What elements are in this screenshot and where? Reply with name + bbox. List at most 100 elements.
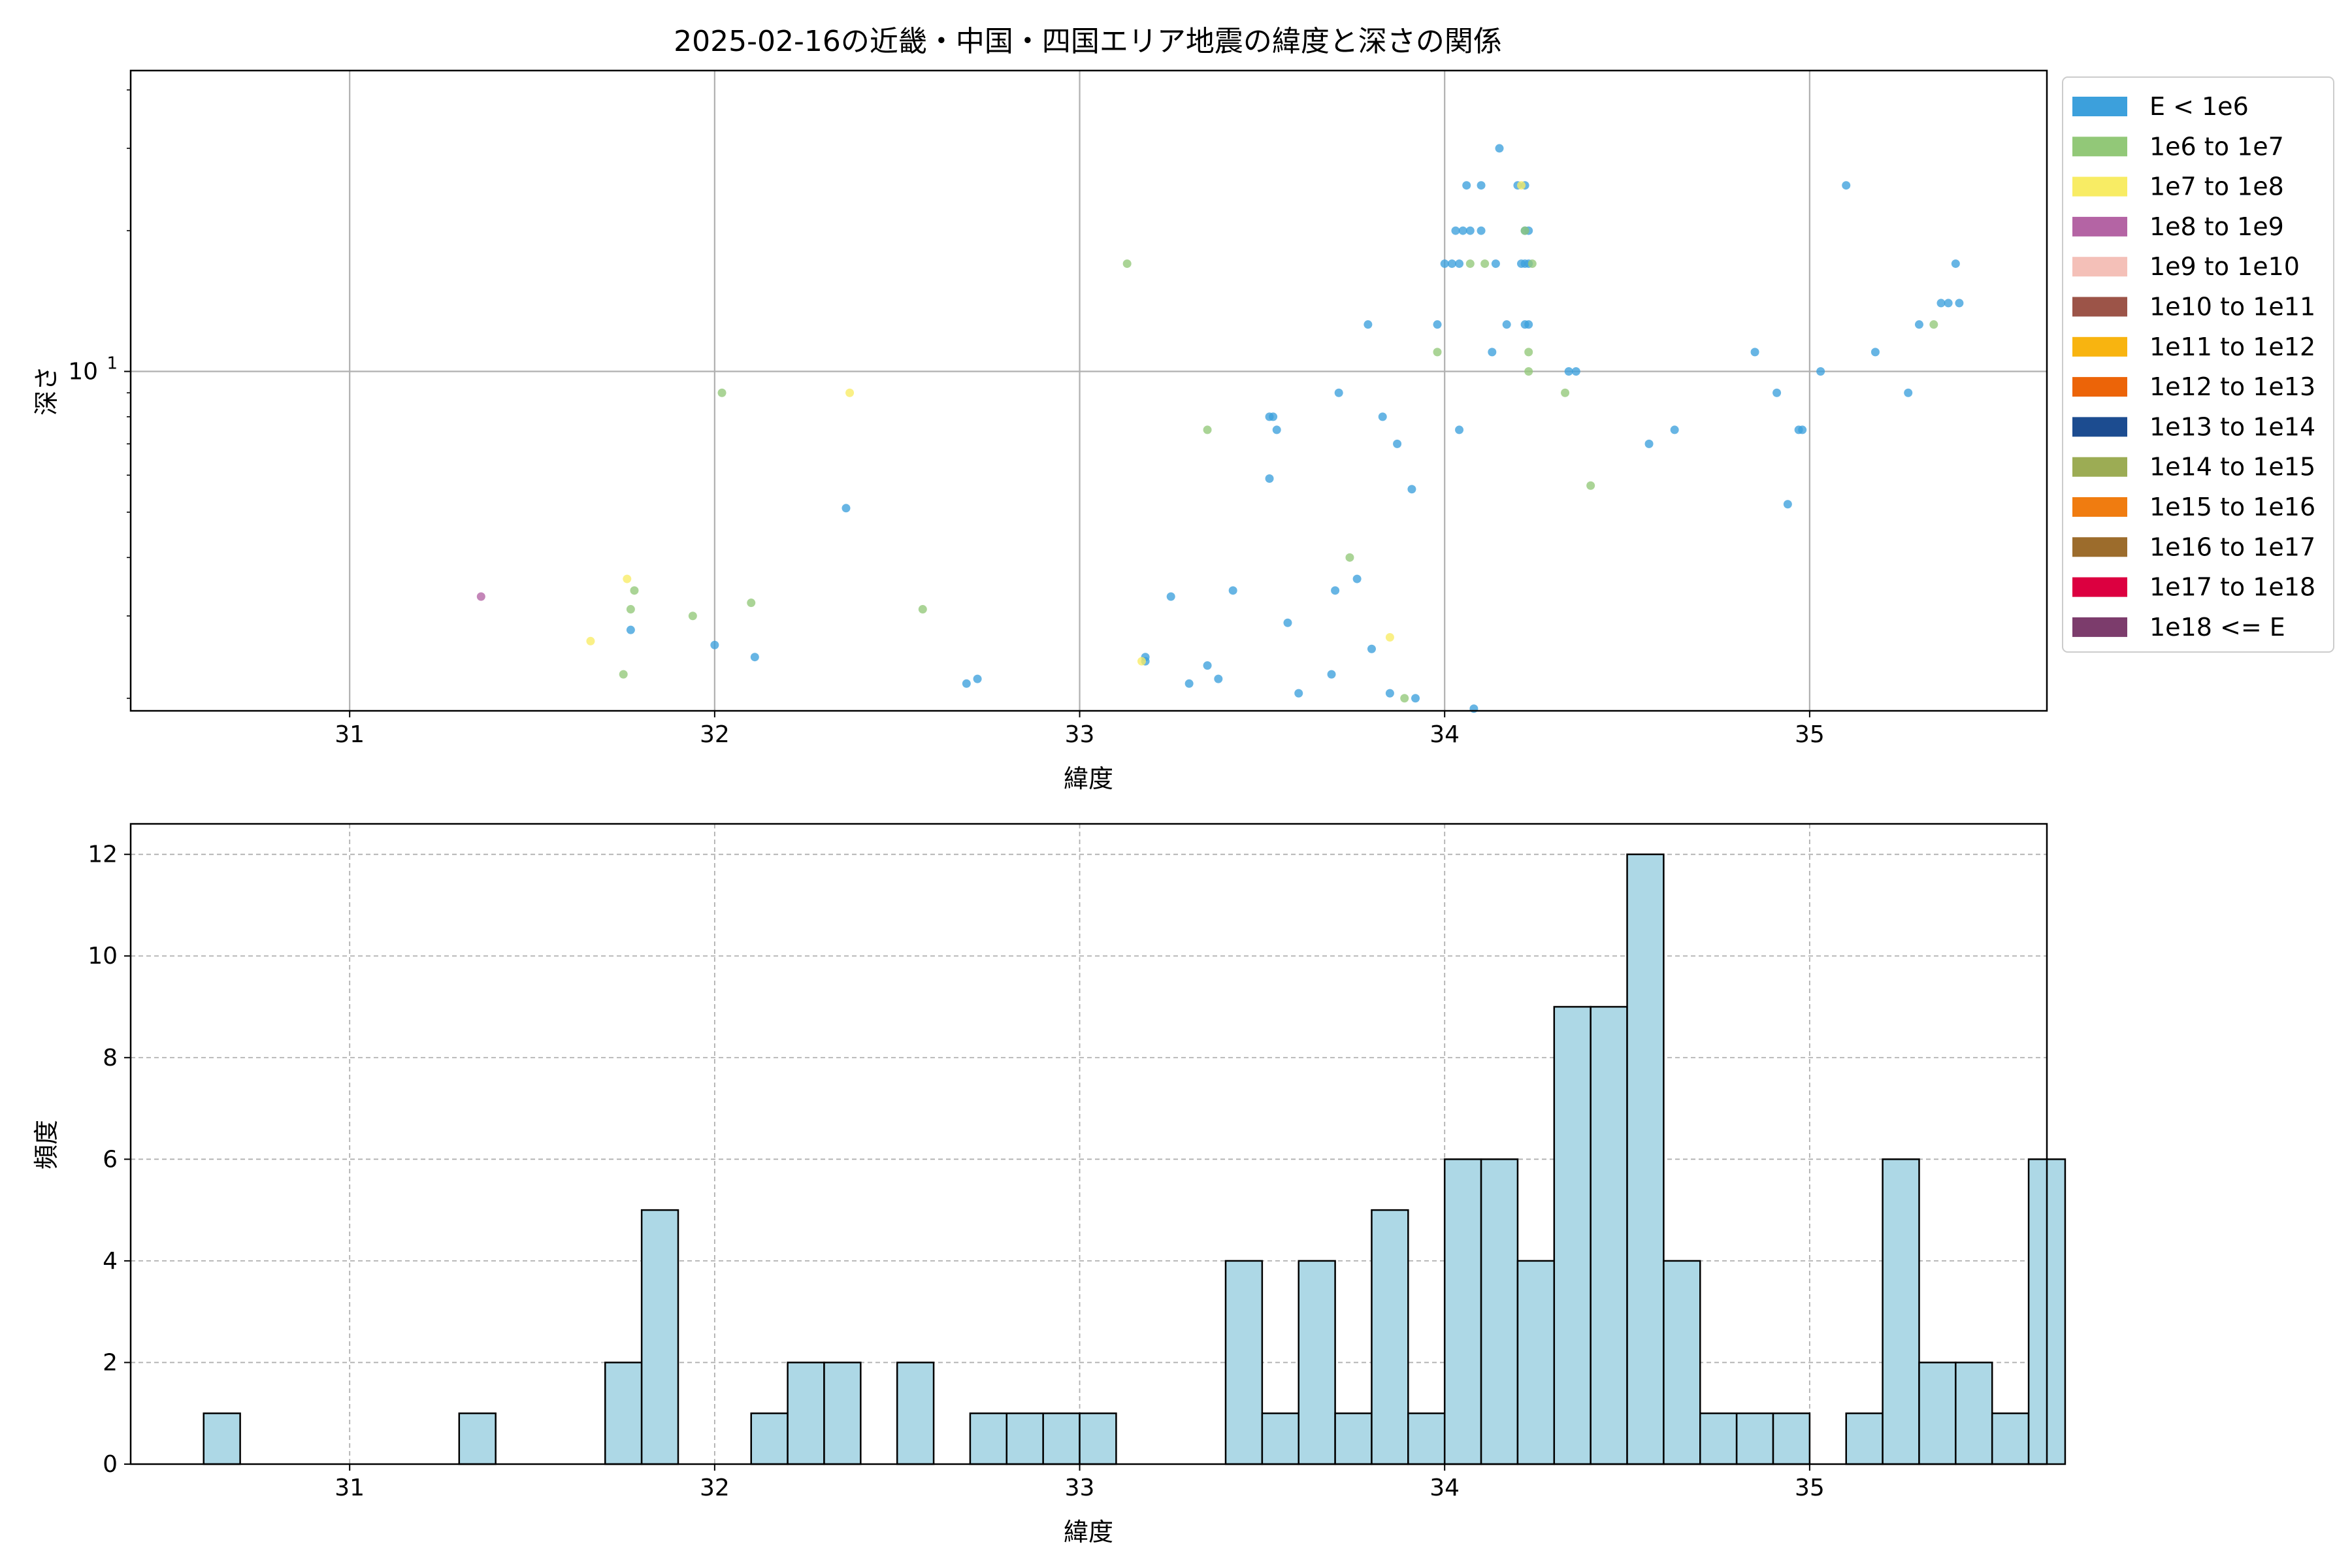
legend-swatch [2072, 457, 2127, 477]
scatter-point [626, 605, 635, 614]
legend-label: 1e11 to 1e12 [2149, 333, 2315, 361]
histogram-bar [1298, 1260, 1336, 1465]
scatter-point [1929, 320, 1938, 329]
scatter-point [750, 653, 759, 662]
scatter-point [1465, 259, 1475, 269]
scatter-x-tick-label: 33 [1065, 721, 1095, 748]
histogram-bar [1882, 1158, 1920, 1465]
histogram-bar [1845, 1412, 1884, 1465]
scatter-point [1488, 348, 1497, 357]
scatter-point [1564, 367, 1573, 376]
scatter-point [1269, 412, 1278, 421]
scatter-point [1524, 348, 1533, 357]
histogram-bars [203, 853, 2066, 1465]
scatter-point [1378, 412, 1387, 421]
histogram-bar [1590, 1005, 1628, 1465]
scatter-point [1334, 388, 1343, 397]
scatter-point [1816, 367, 1825, 376]
scatter-point [710, 640, 719, 649]
scatter-point [1955, 299, 1964, 308]
legend-box [2062, 76, 2334, 653]
scatter-point [1524, 367, 1533, 376]
histogram-bar [1079, 1412, 1117, 1465]
scatter-point [1137, 657, 1147, 666]
scatter-point [1469, 704, 1478, 713]
scatter-point [1455, 425, 1464, 434]
legend-swatch [2072, 417, 2127, 437]
legend-swatch [2072, 617, 2127, 637]
scatter-point [1385, 689, 1394, 698]
scatter-x-tick-label: 34 [1429, 721, 1460, 748]
scatter-point [1480, 259, 1490, 269]
scatter-point [1272, 425, 1281, 434]
scatter-grid [131, 71, 2047, 711]
histogram-y-axis-label: 頻度 [32, 1120, 61, 1169]
legend-swatch [2072, 336, 2127, 357]
histogram-x-tick-label: 35 [1795, 1475, 1825, 1501]
legend-swatch [2072, 216, 2127, 237]
histogram-y-tick-label: 10 [88, 943, 118, 970]
scatter-point [1433, 320, 1442, 329]
scatter-point [1214, 674, 1223, 683]
histogram-bar [1772, 1412, 1811, 1465]
histogram-bar [1407, 1412, 1446, 1465]
scatter-point [1400, 694, 1409, 703]
scatter-point [841, 504, 851, 513]
scatter-point [1772, 388, 1782, 397]
legend-swatch [2072, 497, 2127, 517]
scatter-point [688, 612, 697, 621]
scatter-point [1524, 320, 1533, 329]
scatter-point [1951, 259, 1960, 269]
histogram-x-tick-label: 34 [1429, 1475, 1460, 1501]
histogram-bar [640, 1209, 679, 1465]
scatter-point [1502, 320, 1511, 329]
histogram-bar [1371, 1209, 1409, 1465]
scatter-point [845, 388, 855, 397]
scatter-point [1203, 661, 1212, 670]
scatter-point [1433, 348, 1442, 357]
legend-swatch [2072, 97, 2127, 116]
legend-label: 1e7 to 1e8 [2149, 172, 2284, 201]
scatter-point [1477, 181, 1486, 190]
histogram-bar [823, 1362, 862, 1465]
legend-swatch [2072, 577, 2127, 597]
scatter-points [476, 144, 1964, 713]
histogram-y-tick-label: 8 [103, 1045, 118, 1071]
legend-swatch [2072, 137, 2127, 157]
histogram-bar [203, 1412, 241, 1465]
scatter-point [1345, 553, 1354, 562]
scatter-point [1798, 425, 1807, 434]
legend-label: 1e13 to 1e14 [2149, 412, 2315, 441]
legend-label: E < 1e6 [2149, 92, 2249, 121]
scatter-x-tick-label: 35 [1795, 721, 1825, 748]
scatter-point [717, 388, 727, 397]
legend-swatch [2072, 176, 2127, 197]
scatter-point [1870, 348, 1880, 357]
scatter-x-axis-label: 緯度 [1064, 764, 1113, 793]
scatter-point [918, 605, 927, 614]
scatter-plot-area [129, 69, 2048, 712]
scatter-y-axis-label: 深さ [32, 366, 61, 416]
scatter-point [1944, 299, 1953, 308]
histogram-y-tick-label: 12 [88, 841, 118, 868]
legend-label: 1e9 to 1e10 [2149, 252, 2300, 281]
histogram-y-tick-label: 6 [103, 1146, 118, 1173]
scatter-point [747, 598, 756, 608]
histogram-x-axis-label: 緯度 [1064, 1518, 1113, 1546]
scatter-point [1327, 670, 1336, 679]
legend-label: 1e8 to 1e9 [2149, 212, 2284, 241]
scatter-point [1407, 485, 1416, 494]
legend-label: 1e6 to 1e7 [2149, 132, 2284, 161]
histogram-bar [1918, 1362, 1957, 1465]
scatter-point [1914, 320, 1923, 329]
legend-label: 1e16 to 1e17 [2149, 532, 2315, 561]
histogram-y-tick-label: 4 [103, 1248, 118, 1275]
scatter-point [1455, 259, 1464, 269]
histogram-bar [750, 1412, 789, 1465]
scatter-y-tick-exponent: 1 [106, 354, 118, 374]
scatter-point [1447, 259, 1456, 269]
scatter-point [626, 625, 635, 634]
histogram-bar [1735, 1412, 1774, 1465]
histogram-bar [1224, 1260, 1264, 1465]
